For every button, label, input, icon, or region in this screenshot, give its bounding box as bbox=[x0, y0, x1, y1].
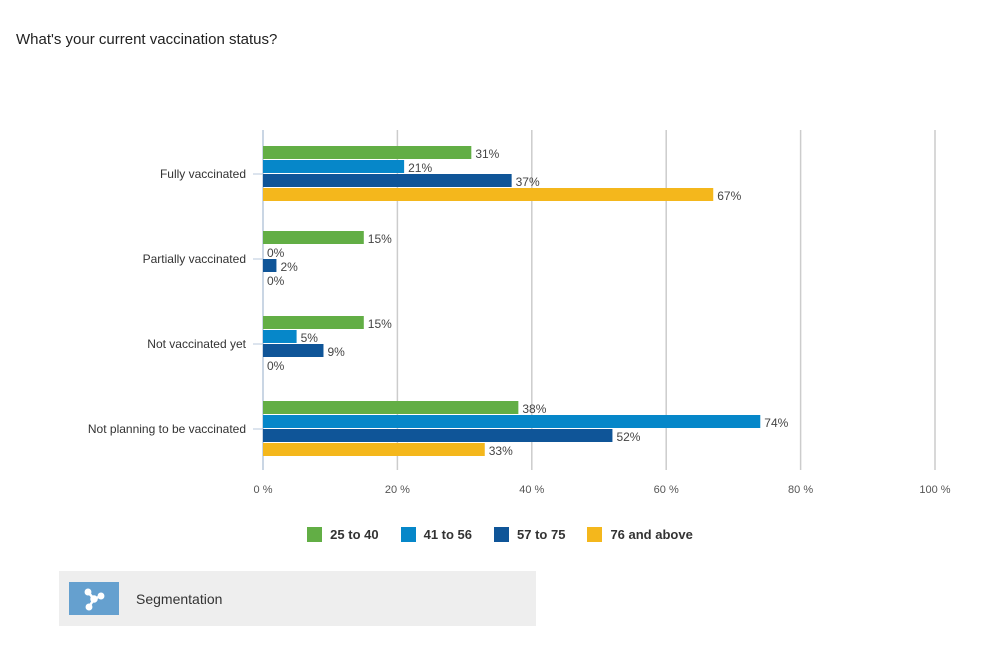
legend-label: 57 to 75 bbox=[517, 527, 566, 542]
bar bbox=[263, 231, 364, 244]
legend-label: 76 and above bbox=[610, 527, 693, 542]
data-label: 2% bbox=[280, 260, 298, 274]
data-label: 5% bbox=[301, 331, 319, 345]
bar bbox=[263, 330, 297, 343]
legend-swatch bbox=[400, 527, 416, 542]
data-label: 31% bbox=[475, 147, 499, 161]
x-tick-label: 40 % bbox=[519, 484, 544, 496]
x-tick-label: 20 % bbox=[385, 484, 410, 496]
x-tick-label: 0 % bbox=[254, 484, 273, 496]
bar bbox=[263, 316, 364, 329]
data-label: 33% bbox=[489, 444, 513, 458]
data-label: 21% bbox=[408, 161, 432, 175]
legend-item[interactable]: 41 to 56 bbox=[400, 527, 473, 542]
bar bbox=[263, 429, 613, 442]
legend-label: 25 to 40 bbox=[330, 527, 379, 542]
legend-swatch bbox=[307, 527, 323, 542]
segmentation-button[interactable]: Segmentation bbox=[59, 571, 536, 626]
data-label: 0% bbox=[267, 274, 285, 288]
bar-chart: 0 % 20 % 40 % 60 % 80 % 100 % Fully vaccinated… bbox=[88, 130, 951, 496]
bar bbox=[263, 174, 512, 187]
category-label: Not planning to be vaccinated bbox=[88, 422, 246, 436]
legend-swatch bbox=[494, 527, 510, 542]
data-label: 38% bbox=[522, 402, 546, 416]
x-tick-label: 100 % bbox=[919, 484, 950, 496]
legend: 25 to 40 41 to 56 57 to 75 76 and above bbox=[0, 527, 1000, 542]
data-label: 0% bbox=[267, 359, 285, 373]
data-label: 74% bbox=[764, 416, 788, 430]
category-label: Fully vaccinated bbox=[160, 167, 246, 181]
legend-item[interactable]: 57 to 75 bbox=[494, 527, 565, 542]
data-label: 15% bbox=[368, 232, 392, 246]
bar bbox=[263, 401, 519, 414]
segmentation-icon bbox=[69, 582, 119, 615]
bar bbox=[263, 415, 761, 428]
data-label: 9% bbox=[327, 345, 345, 359]
data-label: 0% bbox=[267, 246, 285, 260]
bar bbox=[263, 259, 277, 272]
x-tick-label: 60 % bbox=[654, 484, 679, 496]
category-label: Partially vaccinated bbox=[143, 252, 246, 266]
data-label: 67% bbox=[717, 189, 741, 203]
legend-item[interactable]: 25 to 40 bbox=[307, 527, 379, 542]
data-label: 37% bbox=[516, 175, 540, 189]
chart-title: What's your current vaccination status? bbox=[16, 31, 278, 48]
segmentation-label: Segmentation bbox=[136, 590, 223, 607]
legend-label: 41 to 56 bbox=[423, 527, 473, 542]
data-label: 15% bbox=[368, 317, 392, 331]
bar bbox=[263, 344, 324, 357]
legend-swatch bbox=[587, 527, 603, 542]
category-label: Not vaccinated yet bbox=[147, 337, 246, 351]
legend-item[interactable]: 76 and above bbox=[587, 527, 693, 542]
bar bbox=[263, 443, 485, 456]
data-label: 52% bbox=[616, 430, 640, 444]
bar bbox=[263, 160, 405, 173]
bar bbox=[263, 188, 714, 201]
x-tick-label: 80 % bbox=[788, 484, 813, 496]
bar bbox=[263, 146, 472, 159]
